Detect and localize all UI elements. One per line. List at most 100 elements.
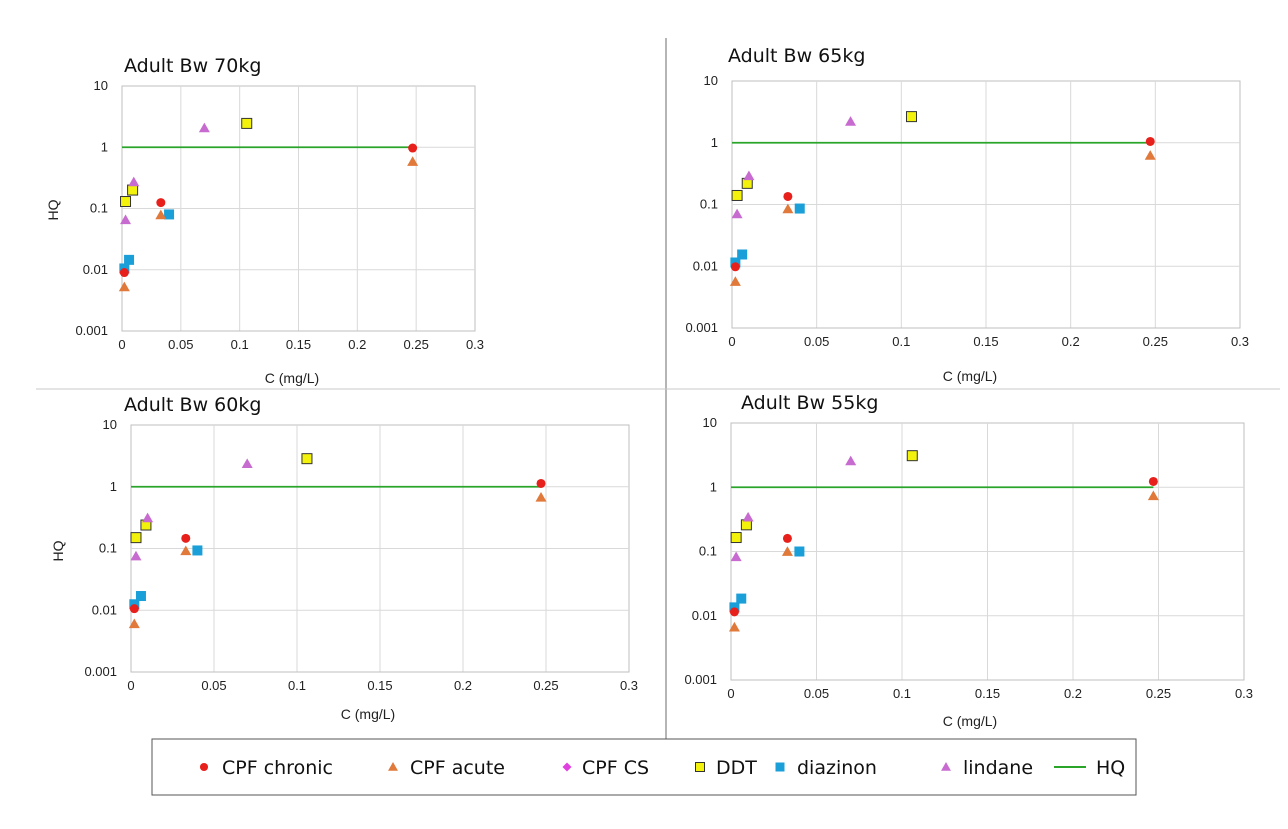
y-axis-label: HQ [50,540,66,561]
x-tick-label: 0 [118,337,125,352]
legend-label: lindane [963,757,1033,779]
y-tick-label: 10 [703,415,717,430]
y-tick-label: 0.001 [685,320,718,335]
chart-title: Adult Bw 70kg [124,55,261,77]
cpf-chronic-point [782,533,792,543]
y-tick-label: 10 [103,417,117,432]
y-tick-label: 0.1 [699,544,717,559]
x-tick-label: 0.1 [231,337,249,352]
x-tick-label: 0 [127,678,134,693]
x-tick-label: 0.2 [1062,334,1080,349]
legend-item-hq: HQ [1054,757,1125,779]
lindane-point [742,511,754,522]
ddt-point [301,453,313,465]
cpf-acute-point [180,545,192,556]
legend-item-cpf-chronic: CPF chronic [199,757,333,779]
diazinon-point [164,209,175,220]
legend-swatch [199,762,209,772]
legend-item-diazinon: diazinon [775,757,877,779]
diazinon-point [124,254,135,265]
y-axis-label: HQ [45,199,61,220]
chart-panel-2: Adult Bw 65kg 0 0.05 0.1 0.15 0.2 0.25 0.3 0.001… [685,45,1249,384]
x-tick-label: 0.2 [348,337,366,352]
x-tick-label: 0.15 [975,686,1000,701]
lindane-point [845,455,857,466]
x-tick-label: 0.05 [201,678,226,693]
y-tick-label: 0.1 [99,541,117,556]
diazinon-point [135,591,146,602]
y-tick-label: 0.01 [692,608,717,623]
x-tick-label: 0.3 [1235,686,1253,701]
cpf-acute-point [729,276,741,286]
chart-title: Adult Bw 60kg [124,394,261,416]
y-tick-label: 0.001 [84,664,117,679]
y-tick-label: 10 [94,78,108,93]
legend-box [151,738,1137,796]
legend-label: CPF chronic [222,757,333,779]
lindane-point [130,550,142,561]
x-tick-label: 0.3 [620,678,638,693]
lindane-point [730,551,742,562]
cpf-chronic-point [1148,476,1158,486]
y-tick-label: 0.001 [684,672,717,687]
x-tick-label: 0.25 [1143,334,1168,349]
y-tick-label: 1 [110,479,117,494]
cpf-chronic-point [783,191,793,201]
legend-label: CPF CS [582,757,649,779]
x-tick-label: 0.25 [533,678,558,693]
x-axis-label: C (mg/L) [341,706,395,722]
lindane-point [128,176,140,187]
ddt-point [731,189,743,201]
lindane-point [120,214,132,225]
chart-title: Adult Bw 65kg [728,45,865,67]
legend-swatch [388,762,398,771]
cpf-chronic-point [1145,136,1155,146]
ddt-point [905,111,917,123]
cpf-chronic-point [408,143,418,153]
cpf-acute-point [728,621,740,632]
cpf-chronic-point [129,604,139,614]
diazinon-point [794,546,805,557]
cpf-chronic-point [729,607,739,617]
lindane-point [731,208,743,219]
chart-panel-1: Adult Bw 70kg 0 0.05 0.1 0.15 0.2 0.25 0.3 0.001… [45,55,484,386]
chart-panels: Adult Bw 70kg 0 0.05 0.1 0.15 0.2 0.25 0.3 0.001… [45,45,1253,729]
y-tick-label: 0.01 [693,258,718,273]
diazinon-point [192,545,203,556]
diazinon-point [794,203,805,214]
x-tick-label: 0.3 [1231,334,1249,349]
legend-item-lindane: lindane [941,757,1033,779]
x-tick-label: 0.2 [454,678,472,693]
cpf-acute-point [128,618,140,629]
y-tick-label: 1 [101,139,108,154]
x-tick-label: 0.05 [168,337,193,352]
y-tick-label: 0.1 [90,201,108,216]
legend-item-cpf-acute: CPF acute [388,757,505,779]
x-axis-label: C (mg/L) [943,368,997,384]
x-tick-label: 0.05 [804,686,829,701]
legend-swatch [775,762,785,772]
cpf-chronic-point [536,478,546,488]
ddt-point [127,184,139,196]
cpf-chronic-point [119,268,129,278]
ddt-point [130,532,142,544]
cpf-acute-point [155,209,167,220]
ddt-point [120,196,132,208]
legend-label: diazinon [797,757,877,779]
chart-title: Adult Bw 55kg [741,392,878,414]
legend-label: CPF acute [410,757,505,779]
legend-swatch [941,762,951,771]
legend-label: DDT [716,757,757,779]
x-tick-label: 0.1 [893,686,911,701]
lindane-point [198,122,210,133]
legend-swatch [562,762,572,772]
chart-panel-4: Adult Bw 55kg 0 0.05 0.1 0.15 0.2 0.25 0.3 0.001… [684,392,1253,729]
cpf-acute-point [118,281,130,292]
x-tick-label: 0 [727,686,734,701]
legend-label: HQ [1096,757,1125,779]
legend-item-ddt: DDT [695,757,757,779]
x-tick-label: 0.1 [892,334,910,349]
chart-panel-3: Adult Bw 60kg 0 0.05 0.1 0.15 0.2 0.25 0.3 0.001… [50,394,638,722]
lindane-point [845,116,857,126]
